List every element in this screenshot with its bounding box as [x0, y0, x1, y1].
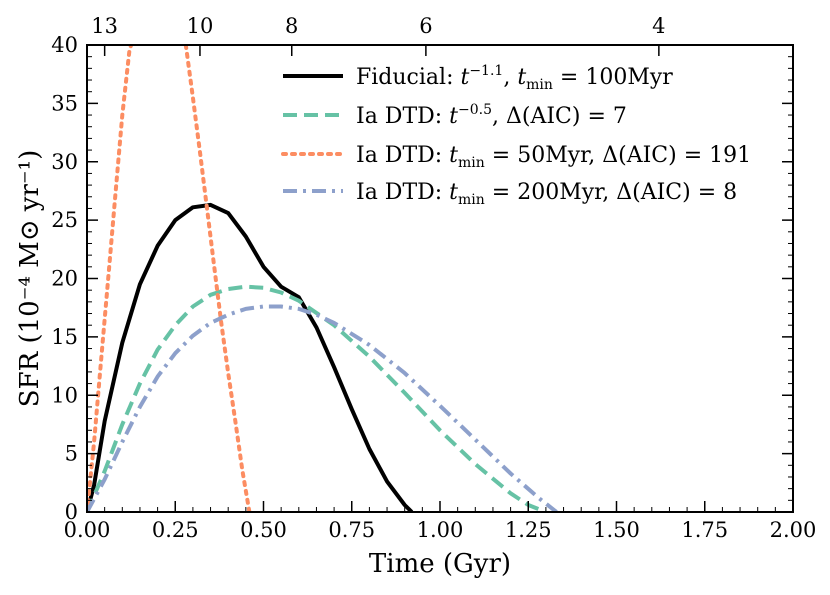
x-tick-label: 1.25 [505, 518, 552, 542]
x-tick-label: 0.00 [64, 518, 111, 542]
top-tick-label: 8 [285, 14, 298, 38]
legend-label-3: Ia DTD: tmin = 200Myr, Δ(AIC) = 8 [356, 180, 737, 208]
x-tick-label: 1.50 [593, 518, 640, 542]
y-tick-label: 40 [51, 33, 78, 57]
x-tick-label: 2.00 [770, 518, 817, 542]
top-tick-label: 6 [419, 14, 432, 38]
y-tick-label: 20 [51, 267, 78, 291]
series-line-1 [87, 284, 547, 512]
y-tick-label: 35 [51, 91, 78, 115]
y-tick-label: 5 [65, 442, 78, 466]
y-tick-label: 15 [51, 325, 78, 349]
x-tick-label: 1.75 [681, 518, 728, 542]
top-tick-label: 10 [187, 14, 214, 38]
legend-label-0: Fiducial: t−1.1, tmin = 100Myr [356, 63, 673, 93]
series-line-3 [87, 304, 558, 512]
series-line-0 [87, 202, 414, 512]
y-tick-label: 0 [65, 500, 78, 524]
y-tick-label: 10 [51, 383, 78, 407]
y-tick-label: 25 [51, 208, 78, 232]
x-axis-label: Time (Gyr) [369, 549, 511, 579]
legend-label-2: Ia DTD: tmin = 50Myr, Δ(AIC) = 191 [356, 143, 751, 171]
x-tick-label: 0.25 [152, 518, 199, 542]
x-tick-label: 0.50 [240, 518, 287, 542]
legend: Fiducial: t−1.1, tmin = 100Myr Ia DTD: t−… [281, 63, 751, 208]
y-tick-label: 30 [51, 150, 78, 174]
x-tick-label: 1.00 [417, 518, 464, 542]
top-tick-label: 4 [652, 14, 665, 38]
series-line-2-b [183, 45, 252, 512]
top-tick-label: 13 [91, 14, 118, 38]
legend-label-1: Ia DTD: t−0.5, Δ(AIC) = 7 [356, 102, 627, 129]
series-group [87, 45, 558, 512]
series-line-2 [87, 45, 134, 512]
x-tick-label: 0.75 [328, 518, 375, 542]
y-axis-label: SFR (10⁻⁴ M⊙ yr⁻¹) [15, 150, 45, 407]
